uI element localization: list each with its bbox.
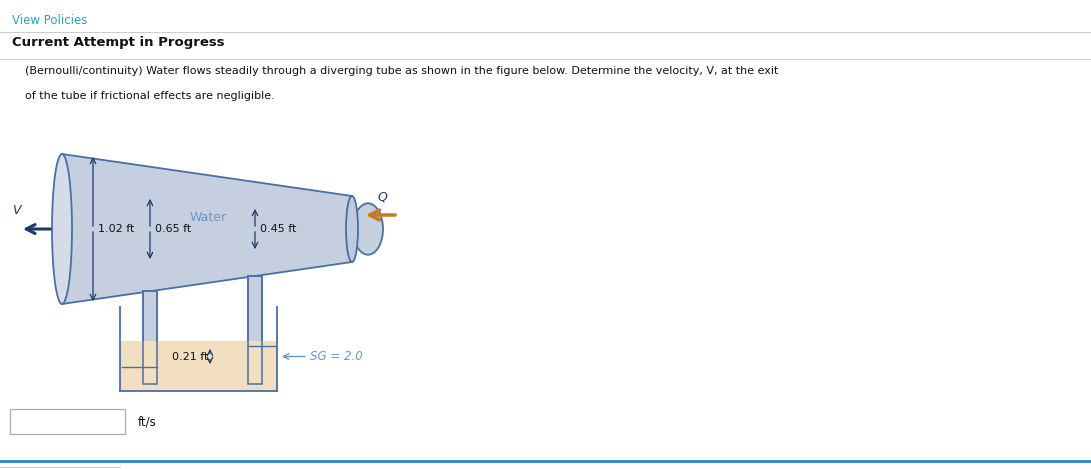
Bar xyxy=(143,291,157,384)
Text: (Bernoulli/continuity) Water flows steadily through a diverging tube as shown in: (Bernoulli/continuity) Water flows stead… xyxy=(25,66,778,76)
Text: View Policies: View Policies xyxy=(12,14,87,27)
Bar xyxy=(248,276,262,384)
Text: V: V xyxy=(12,204,21,217)
Text: SG = 2.0: SG = 2.0 xyxy=(310,350,362,363)
Text: Water: Water xyxy=(190,211,227,224)
Text: 0.21 ft: 0.21 ft xyxy=(171,351,208,362)
Bar xyxy=(120,341,277,391)
Text: 1.02 ft: 1.02 ft xyxy=(98,224,134,234)
Text: Current Attempt in Progress: Current Attempt in Progress xyxy=(12,36,225,49)
Text: 0.65 ft: 0.65 ft xyxy=(155,224,191,234)
Text: Q: Q xyxy=(377,190,387,203)
Ellipse shape xyxy=(346,196,358,262)
Ellipse shape xyxy=(52,154,72,304)
Bar xyxy=(143,291,157,384)
Ellipse shape xyxy=(353,203,383,255)
Text: 0.45 ft: 0.45 ft xyxy=(260,224,297,234)
Bar xyxy=(10,409,125,434)
Text: of the tube if frictional effects are negligible.: of the tube if frictional effects are ne… xyxy=(25,91,275,101)
Polygon shape xyxy=(62,154,352,304)
Bar xyxy=(248,276,262,384)
Text: ft/s: ft/s xyxy=(137,415,157,428)
